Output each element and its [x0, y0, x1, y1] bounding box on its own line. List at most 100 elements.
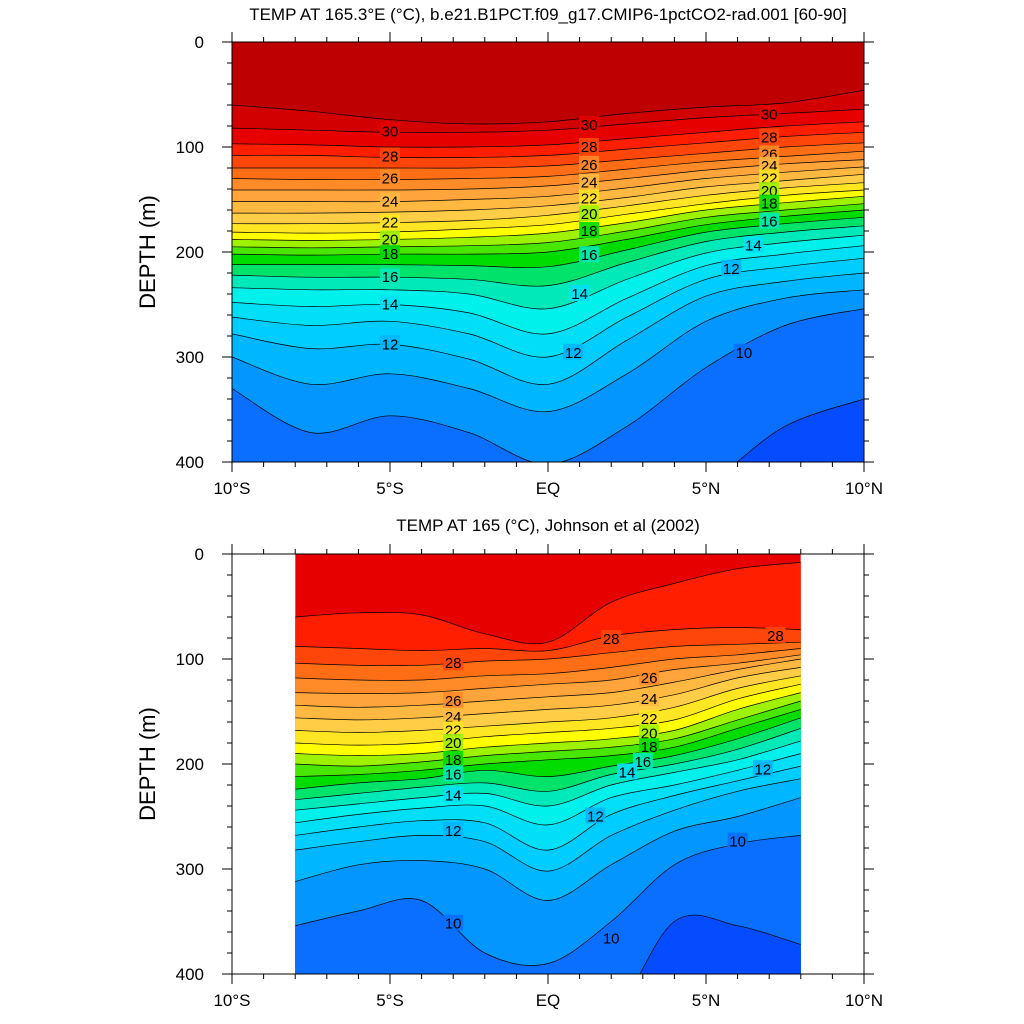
- contour-label-bg: [759, 128, 780, 145]
- contour-label: 28: [767, 628, 784, 645]
- contour-line: [295, 654, 801, 694]
- contour-line: [295, 740, 801, 811]
- axis-ticks: 10°S 5°S EQ 5°N 10°N 0 100 200 300 400: [176, 544, 883, 1010]
- contour-label-bg: [752, 760, 773, 777]
- contour-line: [232, 89, 864, 125]
- contour-line: [295, 709, 801, 777]
- contour-label: 24: [581, 175, 598, 192]
- contour-label: 14: [619, 764, 636, 781]
- contour-line: [295, 675, 801, 733]
- contour-label: 26: [641, 670, 658, 687]
- contour-label: 16: [634, 754, 651, 771]
- contour-label: 14: [382, 297, 399, 314]
- x-tick-label: EQ: [536, 479, 561, 498]
- contour-label: 22: [581, 190, 598, 207]
- contour-label: 14: [571, 286, 588, 303]
- contour-label: 12: [587, 809, 604, 826]
- y-axis-title: DEPTH (m): [135, 707, 160, 821]
- x-tick-label: 10°S: [213, 479, 250, 498]
- contour-label-bg: [380, 213, 400, 230]
- contour-label: 28: [581, 139, 598, 156]
- contour-label: 22: [382, 215, 399, 232]
- contour-line: [232, 308, 864, 462]
- contour-label: 12: [755, 761, 772, 778]
- contour-label: 16: [445, 767, 462, 784]
- contour-label: 10: [445, 916, 462, 933]
- chart-title: TEMP AT 165.3°E (°C), b.e21.B1PCT.f09_g1…: [249, 5, 847, 24]
- contour-label-bg: [759, 169, 780, 186]
- contour-line: [232, 245, 864, 335]
- y-tick-label: 100: [176, 138, 204, 157]
- contour-label: 12: [565, 345, 582, 362]
- contour-label-bg: [443, 750, 464, 767]
- contour-line: [232, 203, 864, 249]
- contour-label-bg: [639, 738, 660, 755]
- contour-label-bg: [380, 268, 400, 285]
- contour-label: 22: [641, 711, 658, 728]
- contour-label: 20: [445, 735, 462, 752]
- contour-label-bg: [579, 222, 600, 238]
- contour-label-bg: [380, 245, 400, 262]
- x-tick-label: 10°N: [845, 991, 883, 1010]
- contour-label-bg: [443, 692, 464, 708]
- y-tick-label: 0: [195, 545, 204, 564]
- contour-lines: [295, 562, 801, 974]
- y-tick-label: 300: [176, 348, 204, 367]
- contour-label-bg: [380, 192, 400, 209]
- contour-line: [232, 257, 864, 358]
- contour-band: [736, 399, 864, 462]
- y-axis-title: DEPTH (m): [135, 195, 160, 309]
- contour-label-bg: [727, 832, 748, 849]
- contour-label-bg: [743, 236, 764, 253]
- contour-label: 14: [445, 788, 462, 805]
- contour-label: 26: [382, 171, 399, 188]
- chart-title: TEMP AT 165 (°C), Johnson et al (2002): [396, 516, 700, 535]
- contour-label: 18: [445, 752, 462, 769]
- contour-label-bg: [632, 752, 653, 769]
- contour-label-bg: [579, 246, 600, 263]
- contour-label-bg: [443, 914, 464, 931]
- y-tick-label: 200: [176, 243, 204, 262]
- contour-label: 24: [382, 194, 399, 211]
- contour-label: 20: [581, 206, 598, 223]
- contour-label-bg: [639, 724, 660, 741]
- contour-label: 18: [581, 223, 598, 240]
- contour-label: 16: [382, 269, 399, 286]
- contour-label-bg: [380, 230, 400, 247]
- contour-label-bg: [585, 807, 606, 824]
- contour-label-bg: [563, 343, 584, 360]
- contour-label-bg: [639, 709, 660, 726]
- contour-label-bg: [443, 721, 464, 738]
- contour-label: 20: [382, 231, 399, 248]
- contour-line: [232, 216, 864, 269]
- contour-label-bg: [579, 115, 600, 132]
- contour-line: [232, 121, 864, 148]
- contour-label: 14: [745, 238, 762, 255]
- contour-label: 28: [445, 655, 462, 672]
- contour-line: [295, 562, 801, 645]
- contour-label-bg: [380, 169, 400, 186]
- contour-label-bg: [759, 105, 780, 122]
- contour-label: 10: [736, 345, 753, 362]
- contour-label: 26: [445, 693, 462, 710]
- contour-line: [295, 658, 801, 708]
- contour-band: [232, 308, 864, 462]
- contour-label-bg: [765, 626, 786, 643]
- contour-label-bg: [733, 343, 754, 360]
- axis-ticks: 10°S 5°S EQ 5°N 10°N 0 100 200 300 400: [176, 32, 883, 498]
- contour-label: 28: [603, 631, 620, 648]
- contour-label-bg: [380, 335, 400, 352]
- contour-label: 26: [581, 157, 598, 174]
- contour-label-bg: [443, 654, 464, 671]
- contour-label-bg: [380, 147, 400, 164]
- contour-label: 24: [641, 691, 658, 708]
- contour-label-bg: [639, 668, 660, 685]
- x-tick-label: 5°N: [692, 991, 721, 1010]
- contour-label-bg: [601, 929, 622, 946]
- contour-line: [232, 289, 864, 413]
- contour-label: 12: [382, 336, 399, 353]
- contour-label-bg: [380, 295, 400, 312]
- contour-label: 30: [382, 123, 399, 140]
- y-tick-label: 400: [176, 965, 204, 984]
